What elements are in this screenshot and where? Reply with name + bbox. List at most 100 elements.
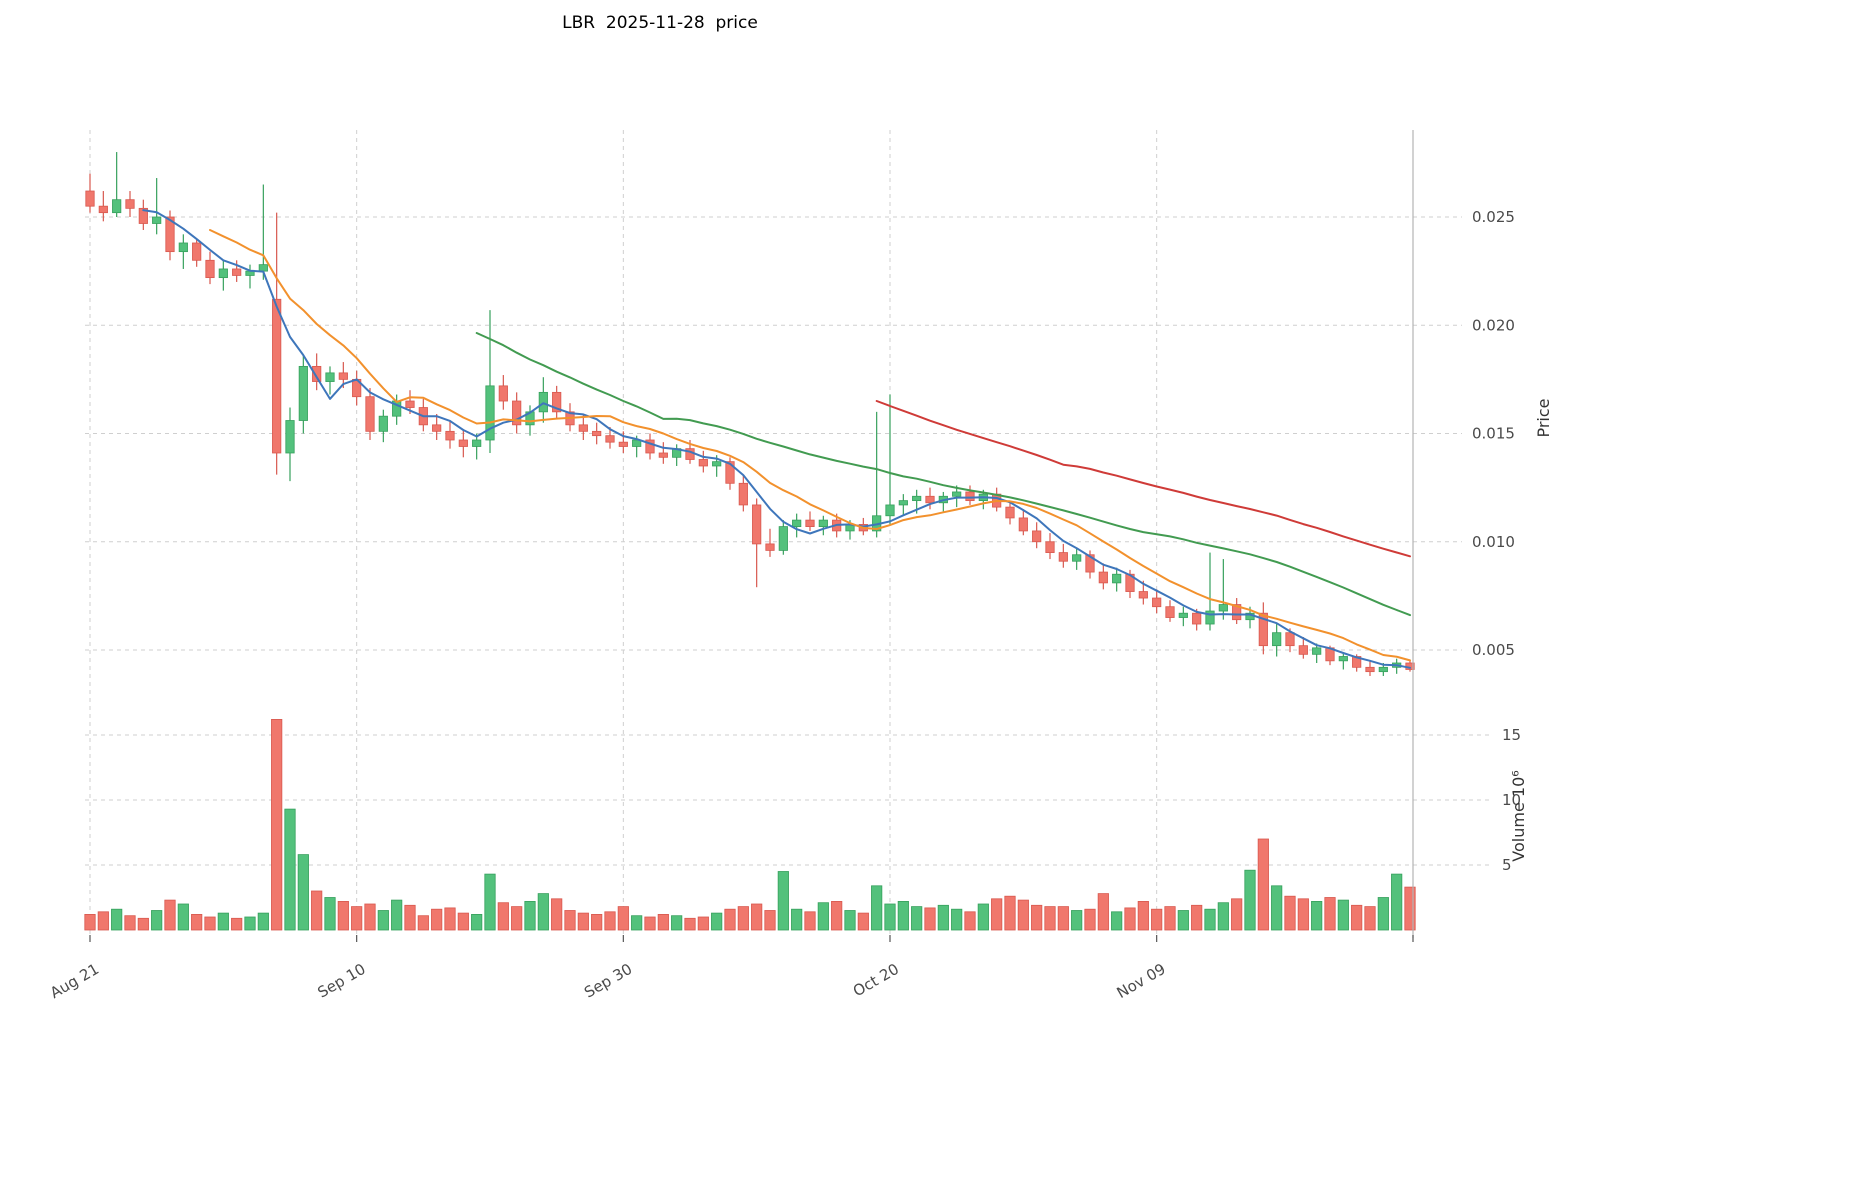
ma-line-MA30 [475,332,1411,617]
candle-body [1032,530,1042,543]
x-tick-label: Nov 09 [1114,960,1169,1002]
candle-body [432,424,442,432]
volume-bar [164,899,176,931]
candle-body [498,385,508,402]
volume-bar [1164,906,1176,931]
candle-body [192,242,202,261]
volume-bar [377,910,389,931]
candle-body [1005,506,1015,519]
volume-bar [644,916,656,931]
volume-bar [897,901,909,931]
volume-bar [564,910,576,931]
candle-body [112,199,122,214]
volume-bar [1244,869,1256,931]
grid-lines [85,130,1492,935]
volume-bar [337,901,349,931]
candle-body [1178,612,1188,618]
candle-body [152,216,162,224]
candle-body [538,391,548,413]
volume-bar [591,914,603,931]
volume-bar [1311,901,1323,931]
volume-bar [1017,899,1029,931]
candle-body [1258,612,1268,647]
moving-average-lines [142,209,1411,669]
volume-bar [964,911,976,931]
volume-bar [924,907,936,931]
volume-bar [1071,910,1083,931]
volume-bar [951,908,963,931]
volume-bar [751,903,763,931]
volume-tick-label: 5 [1502,856,1512,874]
volume-bar [1204,908,1216,931]
candle-body [325,372,335,382]
volume-bar [1057,906,1069,931]
volume-bar [457,912,469,931]
volume-bar [111,908,123,931]
candle-body [578,424,588,432]
candle-body [232,268,242,276]
volume-bar [1137,901,1149,931]
candle-body [1045,541,1055,553]
candle-body [805,519,815,527]
volume-bar [177,903,189,931]
volume-bar [711,912,723,931]
price-tick-label: 0.025 [1472,208,1515,226]
volume-bar [1364,906,1376,931]
ma-line-MA60 [875,400,1411,558]
volume-bar [1004,895,1016,931]
volume-bar [844,910,856,931]
volume-bar [911,906,923,931]
volume-bar [551,898,563,931]
candle-body [1152,597,1162,608]
volume-bar [1084,908,1096,931]
volume-bar [604,911,616,931]
volume-bar [991,898,1003,931]
candle-body [778,526,788,551]
volume-bar [1404,886,1416,931]
candle-body [218,268,228,279]
volume-bar [684,917,696,931]
candlesticks [85,152,1415,676]
volume-bar [1297,898,1309,931]
candle-body [898,500,908,506]
volume-bar [431,908,443,931]
volume-bar [857,912,869,931]
candle-body [618,441,628,447]
candle-body [178,242,188,253]
volume-bar [764,910,776,931]
candle-body [458,439,468,447]
candle-body [98,205,108,214]
candle-body [912,495,922,502]
volume-bar [977,903,989,931]
candle-body [1072,554,1082,562]
volume-tick-label: 10 [1502,791,1521,809]
candle-body [1058,552,1068,562]
volume-bar [1097,893,1109,931]
volume-bar [1271,885,1283,931]
candle-body [1272,632,1282,647]
candle-body [698,459,708,467]
volume-bar [1111,911,1123,931]
volume-bar [217,912,229,931]
price-tick-label: 0.020 [1472,316,1515,334]
price-tick-label: 0.010 [1472,533,1515,551]
volume-bar [204,916,216,931]
candle-body [792,519,802,527]
candle-body [85,190,95,207]
volume-bar [937,904,949,931]
volume-bar [777,871,789,931]
volume-bar [1031,904,1043,931]
candle-body [165,216,175,253]
candle-body [658,452,668,458]
volume-bar [791,908,803,931]
candle-body [1192,612,1202,625]
candle-body [925,495,935,504]
volume-bar [817,902,829,931]
volume-bar [311,890,323,931]
volume-bar [444,907,456,931]
volume-bar [391,899,403,931]
volume-bar [1391,873,1403,931]
volume-bar [1044,906,1056,931]
volume-bar [1324,897,1336,931]
